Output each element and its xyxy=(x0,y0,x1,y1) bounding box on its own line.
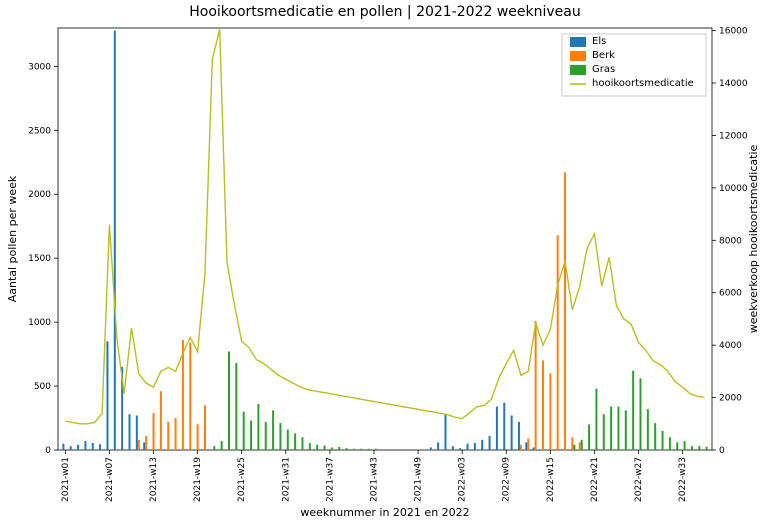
svg-text:6000: 6000 xyxy=(719,289,742,299)
svg-text:10000: 10000 xyxy=(719,184,748,194)
svg-text:2500: 2500 xyxy=(28,126,51,136)
svg-text:2021-w07: 2021-w07 xyxy=(105,457,115,502)
svg-text:500: 500 xyxy=(34,382,51,392)
svg-text:2022-w33: 2022-w33 xyxy=(678,457,688,502)
svg-text:2022-w09: 2022-w09 xyxy=(502,457,512,502)
svg-text:2021-w43: 2021-w43 xyxy=(369,457,379,502)
svg-text:2021-w25: 2021-w25 xyxy=(237,457,247,502)
svg-text:2022-w27: 2022-w27 xyxy=(634,457,644,502)
svg-text:2022-w21: 2022-w21 xyxy=(590,457,600,502)
svg-text:2021-w49: 2021-w49 xyxy=(414,457,424,502)
svg-text:14000: 14000 xyxy=(719,79,748,89)
y-axis-left-label: Aantal pollen per week xyxy=(6,175,19,302)
svg-text:2022-w15: 2022-w15 xyxy=(546,457,556,502)
svg-text:0: 0 xyxy=(45,446,51,456)
svg-text:1500: 1500 xyxy=(28,254,51,264)
svg-text:16000: 16000 xyxy=(719,27,748,37)
y-axis-right-label: weekverkoop hooikoortsmedicatie xyxy=(747,144,760,333)
chart-svg: 0 500 1000 1500 2000 2500 3000 0 2000 4000 6000 800… xyxy=(0,0,770,522)
legend-item-label: Gras xyxy=(592,64,615,75)
svg-text:2021-w37: 2021-w37 xyxy=(325,457,335,502)
svg-text:2021-w19: 2021-w19 xyxy=(193,457,203,502)
svg-text:2000: 2000 xyxy=(28,190,51,200)
svg-text:0: 0 xyxy=(719,446,725,456)
svg-text:12000: 12000 xyxy=(719,131,748,141)
svg-text:2000: 2000 xyxy=(719,394,742,404)
svg-text:2021-w13: 2021-w13 xyxy=(149,457,159,502)
chart-container: 0 500 1000 1500 2000 2500 3000 0 2000 4000 6000 800… xyxy=(0,0,770,522)
legend-item-label: hooikoortsmedicatie xyxy=(592,78,694,89)
svg-text:4000: 4000 xyxy=(719,341,742,351)
svg-text:2022-w03: 2022-w03 xyxy=(458,457,468,502)
legend-item-label: Els xyxy=(592,36,606,47)
x-axis-label: weeknummer in 2021 en 2022 xyxy=(300,506,469,519)
svg-text:2021-w01: 2021-w01 xyxy=(61,457,71,502)
legend-item-label: Berk xyxy=(592,50,615,61)
svg-text:8000: 8000 xyxy=(719,236,742,246)
svg-text:3000: 3000 xyxy=(28,62,51,72)
chart-title: Hooikoortsmedicatie en pollen | 2021-202… xyxy=(189,4,581,20)
svg-text:1000: 1000 xyxy=(28,318,51,328)
svg-text:2021-w31: 2021-w31 xyxy=(281,457,291,502)
